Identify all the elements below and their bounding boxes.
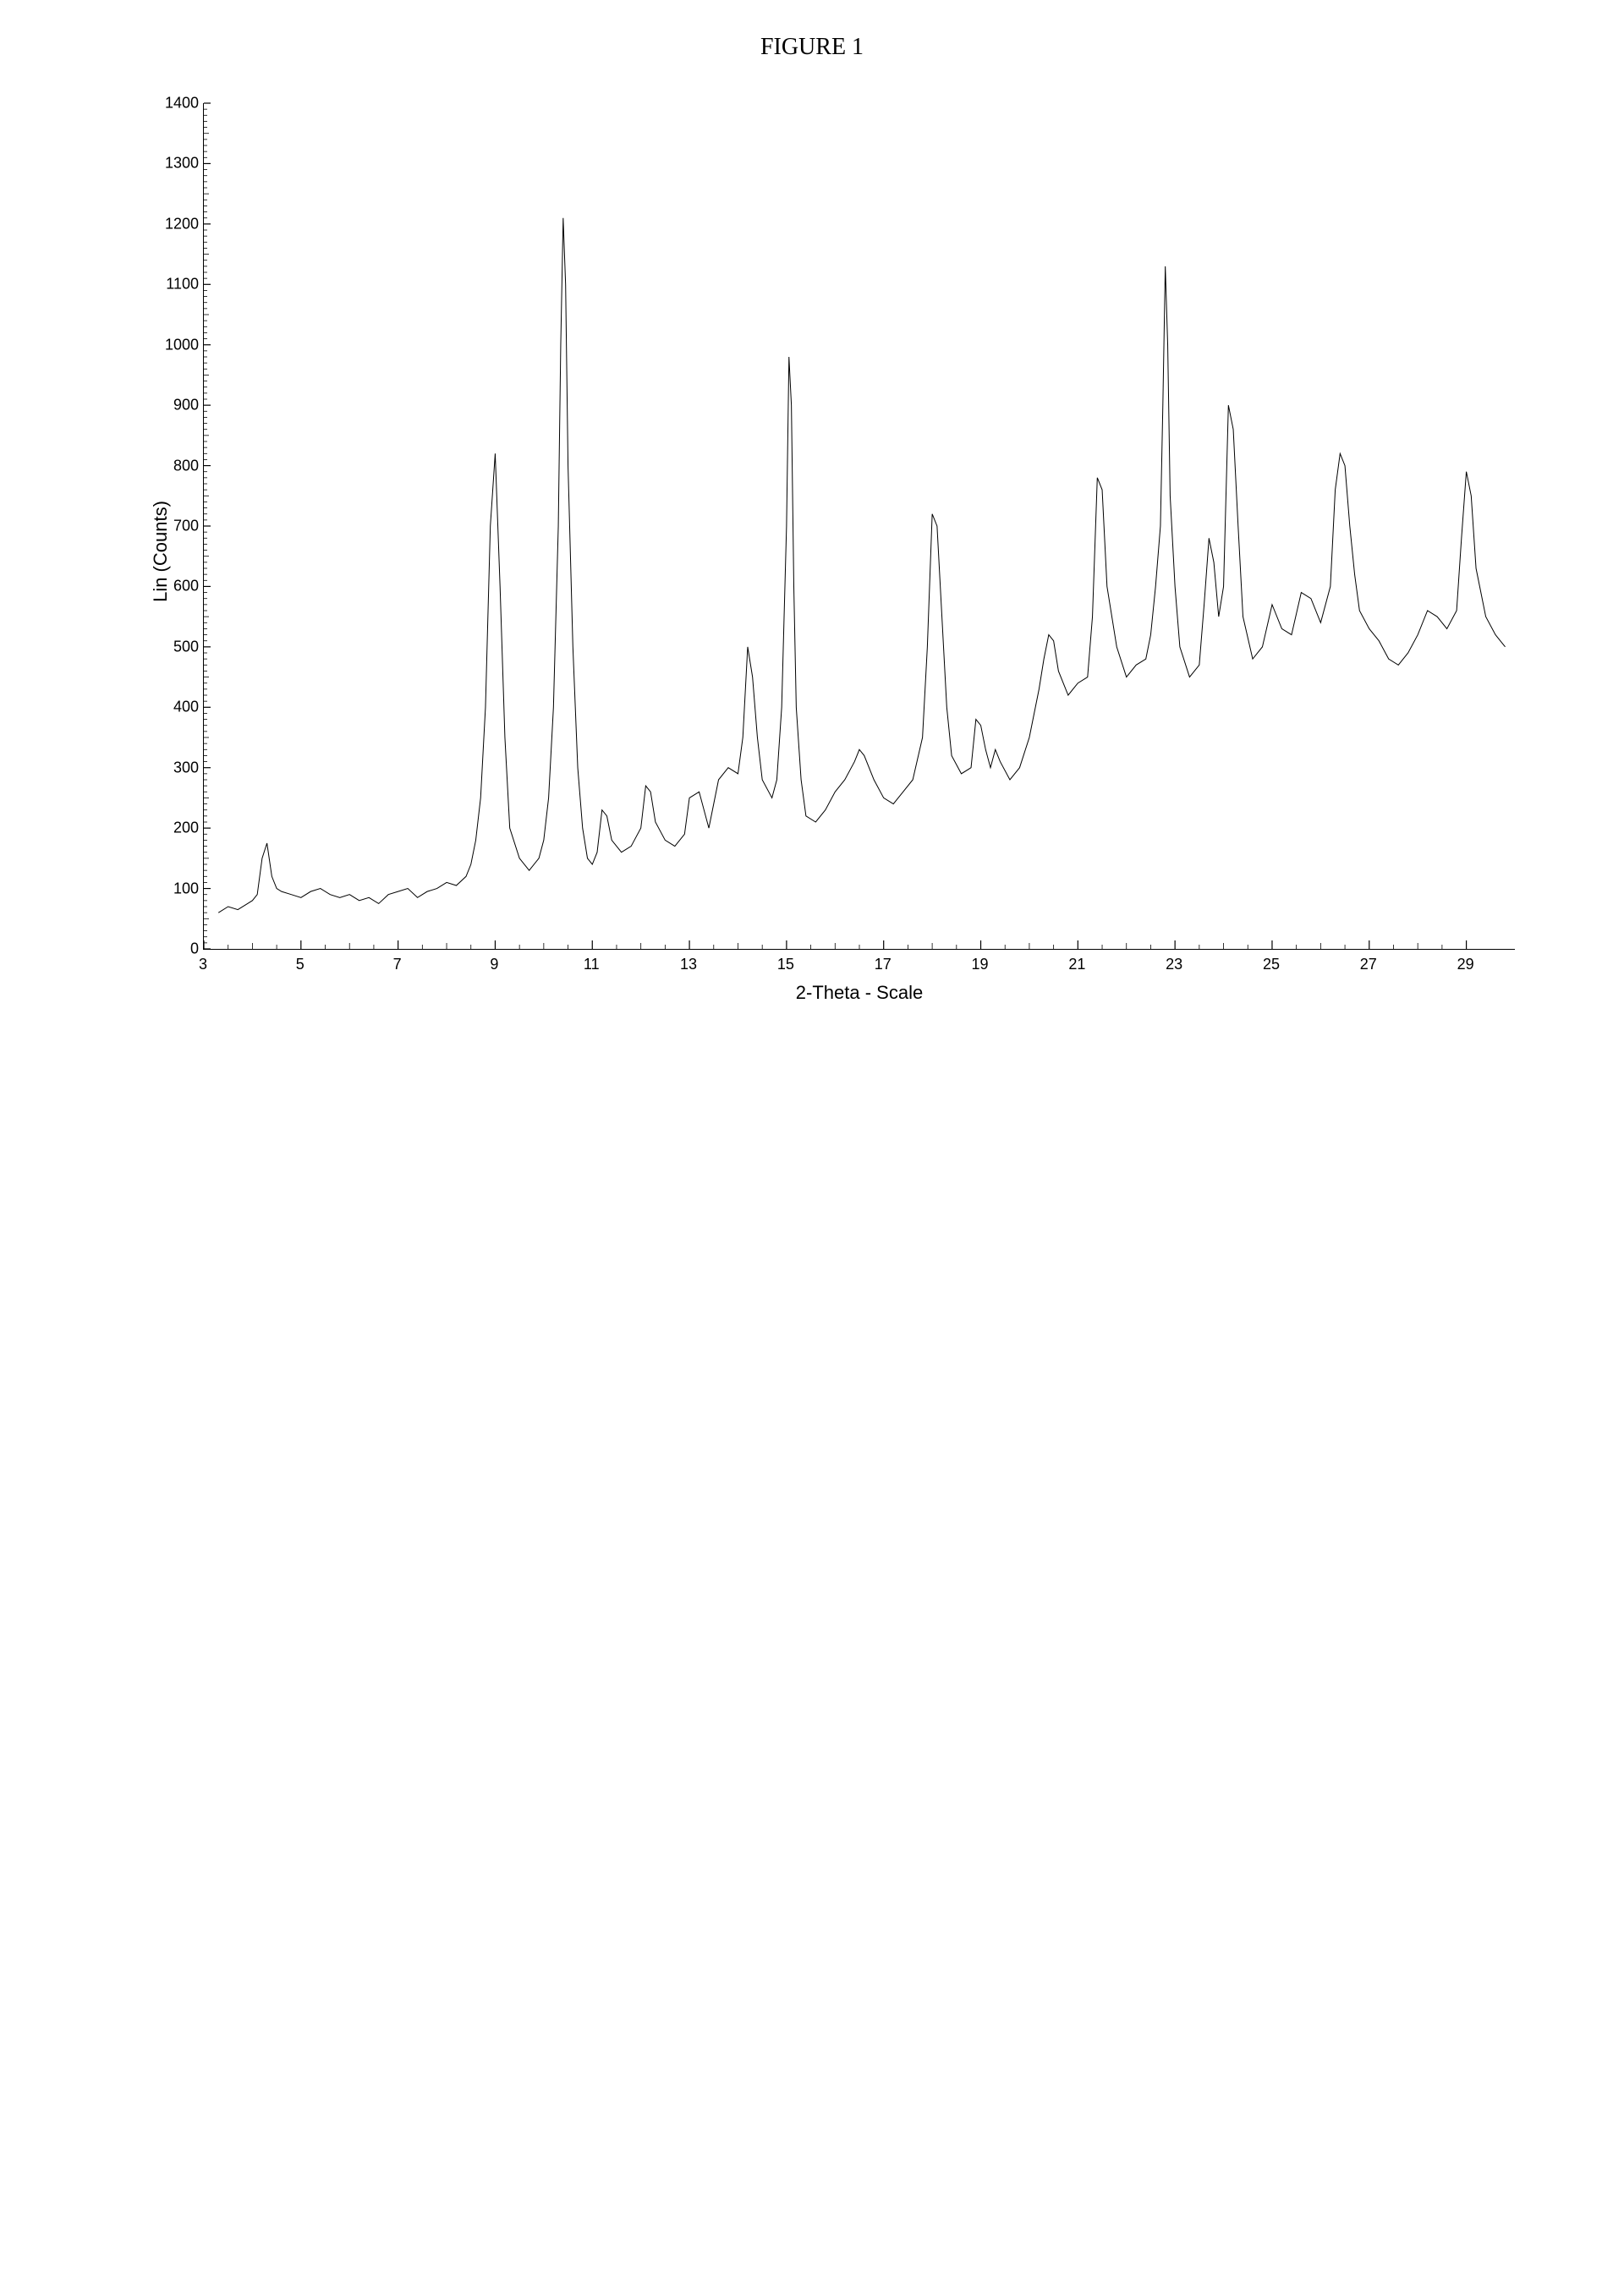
x-tick-label: 9	[490, 956, 498, 973]
x-tick-label: 23	[1166, 956, 1182, 973]
x-tick-label: 5	[296, 956, 304, 973]
x-tick-label: 17	[875, 956, 892, 973]
x-tick-label: 27	[1360, 956, 1377, 973]
x-tick-label: 11	[584, 956, 600, 973]
y-tick-label: 1200	[165, 215, 199, 233]
plot-area: 2-Theta - Scale	[203, 103, 1515, 950]
x-axis-label: 2-Theta - Scale	[796, 982, 923, 1004]
x-tick-label: 25	[1263, 956, 1280, 973]
y-tick-label: 700	[173, 518, 199, 535]
y-tick-label: 200	[173, 820, 199, 837]
y-tick-label: 0	[190, 940, 199, 958]
y-tick-label: 600	[173, 578, 199, 595]
figure-container: FIGURE 1 Lin (Counts) 2-Theta - Scale 0 1…	[51, 34, 1573, 1017]
figure-title: FIGURE 1	[51, 34, 1573, 61]
y-tick-label: 1000	[165, 336, 199, 354]
axis-ticks	[204, 103, 1515, 949]
y-tick-label: 1400	[165, 95, 199, 112]
y-tick-label: 1300	[165, 155, 199, 173]
y-tick-label: 400	[173, 699, 199, 716]
x-tick-label: 21	[1068, 956, 1085, 973]
x-tick-label: 29	[1457, 956, 1474, 973]
x-tick-label: 19	[972, 956, 989, 973]
y-tick-label: 500	[173, 638, 199, 655]
y-tick-label: 100	[173, 880, 199, 897]
y-tick-label: 1100	[166, 276, 199, 293]
x-tick-label: 7	[393, 956, 402, 973]
x-tick-label: 3	[199, 956, 207, 973]
y-tick-label: 300	[173, 759, 199, 776]
x-tick-label: 15	[777, 956, 794, 973]
xrd-chart: Lin (Counts) 2-Theta - Scale 0 100 200 300 4…	[118, 86, 1556, 1017]
y-tick-label: 900	[173, 397, 199, 414]
y-axis-label: Lin (Counts)	[150, 501, 172, 602]
y-tick-label: 800	[173, 457, 199, 474]
x-tick-label: 13	[680, 956, 697, 973]
